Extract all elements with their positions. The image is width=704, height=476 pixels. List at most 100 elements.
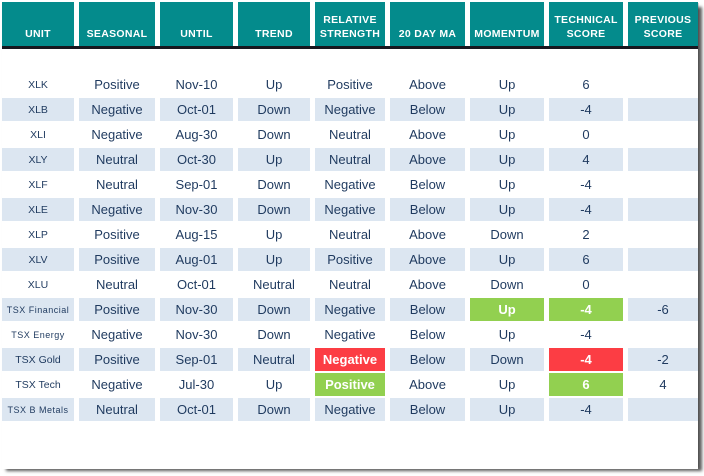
cell-trend: Neutral (238, 273, 310, 296)
cell-technical-score: -4 (549, 298, 623, 321)
cell-technical-score: 4 (549, 148, 623, 171)
cell-trend: Down (238, 323, 310, 346)
cell-unit (2, 423, 74, 446)
column-header-seasonal: SEASONAL (79, 2, 155, 46)
cell-unit: XLV (2, 248, 74, 271)
cell-previous-score (628, 273, 698, 296)
cell-until: Aug-01 (160, 248, 233, 271)
column-header-previous-score: PREVIOUS SCORE (628, 2, 698, 46)
cell-seasonal: Positive (79, 298, 155, 321)
cell-seasonal: Negative (79, 323, 155, 346)
cell-trend: Down (238, 398, 310, 421)
cell-previous-score (628, 323, 698, 346)
cell-until: Nov-30 (160, 198, 233, 221)
cell-technical-score: -4 (549, 323, 623, 346)
cell-until: Nov-10 (160, 73, 233, 96)
cell-until: Jul-30 (160, 373, 233, 396)
cell-unit: TSX B Metals (2, 398, 74, 421)
cell-seasonal (79, 423, 155, 446)
blank-row (2, 49, 698, 71)
cell-previous-score (628, 248, 698, 271)
cell-seasonal: Negative (79, 123, 155, 146)
header-underline (2, 46, 698, 49)
cell-ma20: Above (390, 123, 465, 146)
cell-relative-strength: Positive (315, 248, 385, 271)
cell-momentum: Up (470, 398, 544, 421)
cell-relative-strength: Negative (315, 298, 385, 321)
cell-ma20: Below (390, 323, 465, 346)
cell-until: Nov-30 (160, 323, 233, 346)
cell-previous-score (628, 98, 698, 121)
cell-trend: Down (238, 173, 310, 196)
cell-trend: Up (238, 373, 310, 396)
cell-trend: Down (238, 123, 310, 146)
cell-ma20: Below (390, 398, 465, 421)
cell-technical-score: -4 (549, 198, 623, 221)
cell-relative-strength: Negative (315, 348, 385, 371)
cell-unit: TSX Gold (2, 348, 74, 371)
cell-technical-score (549, 423, 623, 446)
cell-previous-score: -2 (628, 348, 698, 371)
cell-seasonal: Positive (79, 248, 155, 271)
cell-relative-strength: Neutral (315, 223, 385, 246)
cell-previous-score (628, 198, 698, 221)
blank-cell (390, 49, 465, 71)
cell-ma20: Above (390, 248, 465, 271)
cell-unit: XLY (2, 148, 74, 171)
cell-previous-score (628, 223, 698, 246)
cell-technical-score: 0 (549, 123, 623, 146)
cell-unit: XLI (2, 123, 74, 146)
cell-unit: XLB (2, 98, 74, 121)
cell-relative-strength: Negative (315, 173, 385, 196)
cell-previous-score (628, 423, 698, 446)
cell-technical-score: 6 (549, 248, 623, 271)
cell-previous-score (628, 398, 698, 421)
cell-trend: Up (238, 248, 310, 271)
column-header-20-day-ma: 20 DAY MA (390, 2, 465, 46)
cell-unit: TSX Financial (2, 298, 74, 321)
cell-until: Oct-01 (160, 98, 233, 121)
cell-ma20: Below (390, 173, 465, 196)
cell-momentum: Up (470, 98, 544, 121)
cell-seasonal: Positive (79, 73, 155, 96)
cell-momentum: Up (470, 73, 544, 96)
cell-momentum: Up (470, 298, 544, 321)
cell-relative-strength (315, 423, 385, 446)
cell-unit: XLP (2, 223, 74, 246)
cell-momentum: Down (470, 348, 544, 371)
column-header-until: UNTIL (160, 2, 233, 46)
cell-trend: Up (238, 73, 310, 96)
cell-previous-score (628, 73, 698, 96)
technical-score-table: UNIT SEASONAL UNTIL TREND RELATIVE STRENGTH 2… (2, 2, 698, 469)
cell-ma20 (390, 423, 465, 446)
cell-ma20: Below (390, 348, 465, 371)
cell-until: Nov-30 (160, 298, 233, 321)
column-header-unit: UNIT (2, 2, 74, 46)
cell-technical-score: 0 (549, 273, 623, 296)
cell-momentum: Up (470, 248, 544, 271)
table-body: XLK Positive Nov-10 Up Positive Above Up 6 XLB Ne… (2, 73, 698, 446)
blank-cell (549, 49, 623, 71)
cell-technical-score: 6 (549, 373, 623, 396)
cell-until (160, 423, 233, 446)
blank-cell (470, 49, 544, 71)
column-header-relative-strength: RELATIVE STRENGTH (315, 2, 385, 46)
blank-cell (628, 49, 698, 71)
cell-relative-strength: Negative (315, 98, 385, 121)
cell-momentum: Up (470, 373, 544, 396)
cell-momentum: Up (470, 173, 544, 196)
cell-seasonal: Negative (79, 373, 155, 396)
cell-seasonal: Positive (79, 223, 155, 246)
cell-relative-strength: Positive (315, 73, 385, 96)
cell-technical-score: -4 (549, 398, 623, 421)
cell-ma20: Above (390, 223, 465, 246)
cell-trend: Down (238, 98, 310, 121)
cell-relative-strength: Neutral (315, 123, 385, 146)
cell-seasonal: Neutral (79, 173, 155, 196)
cell-unit: TSX Energy (2, 323, 74, 346)
cell-until: Aug-30 (160, 123, 233, 146)
blank-cell (315, 49, 385, 71)
cell-relative-strength: Neutral (315, 273, 385, 296)
cell-relative-strength: Positive (315, 373, 385, 396)
column-header-momentum: MOMENTUM (470, 2, 544, 46)
